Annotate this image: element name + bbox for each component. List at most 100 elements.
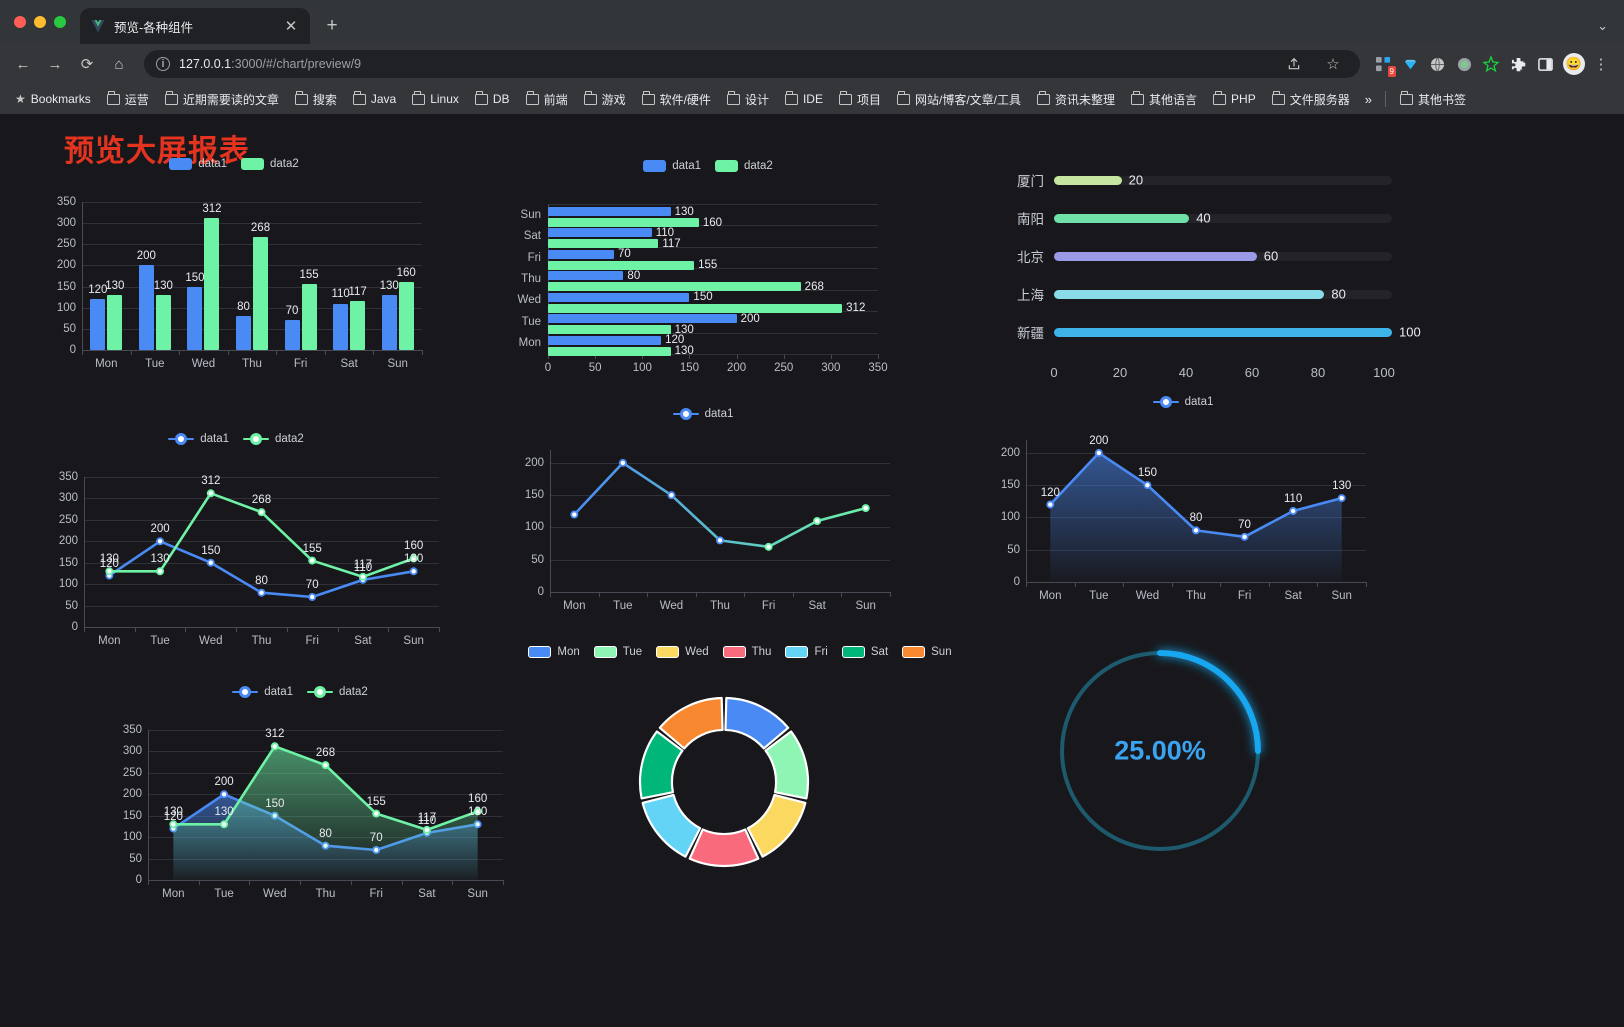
bar-data1-Sun[interactable] <box>548 207 671 216</box>
bookmark-folder-design[interactable]: 设计 <box>720 88 776 111</box>
legend-item-data2[interactable]: data2 <box>241 158 299 170</box>
data-point-data2-Fri[interactable] <box>372 809 381 818</box>
bar-data1-Mon[interactable] <box>90 299 106 350</box>
bar-data2-Fri[interactable] <box>301 284 317 350</box>
data-point-data1-Sat[interactable] <box>1289 507 1298 516</box>
legend-item-Mon[interactable]: Mon <box>528 646 580 658</box>
bar-data2-Tue[interactable] <box>548 325 671 335</box>
legend-item-Thu[interactable]: Thu <box>722 646 771 658</box>
browser-tab[interactable]: 预览-各种组件 ✕ <box>80 8 310 44</box>
close-window-button[interactable] <box>14 16 26 28</box>
bookmark-manager-entry[interactable]: ★ Bookmarks <box>8 89 98 109</box>
data-point-data1-Tue[interactable] <box>618 458 627 467</box>
progress-track[interactable]: 80 <box>1054 287 1392 302</box>
window-controls[interactable] <box>12 0 76 44</box>
chart-legend[interactable]: data1 <box>508 408 898 420</box>
progress-track[interactable]: 40 <box>1054 211 1392 226</box>
maximize-window-button[interactable] <box>54 16 66 28</box>
globe-icon[interactable] <box>1424 51 1450 77</box>
legend-item-Sun[interactable]: Sun <box>902 646 952 658</box>
bar-data2-Wed[interactable] <box>204 218 220 350</box>
legend-item-data2[interactable]: data2 <box>243 433 304 445</box>
reload-button[interactable]: ⟳ <box>80 56 94 73</box>
data-point-data1-Thu[interactable] <box>257 588 266 597</box>
bar-data2-Sun[interactable] <box>398 282 414 350</box>
legend-item-data1[interactable]: data1 <box>168 433 229 445</box>
bookmark-folder-file-server[interactable]: 文件服务器 <box>1265 88 1357 111</box>
minimize-window-button[interactable] <box>34 16 46 28</box>
legend-item-data1[interactable]: data1 <box>169 158 227 170</box>
home-button[interactable]: ⌂ <box>114 55 124 73</box>
chart-legend[interactable]: data1 data2 <box>100 686 500 698</box>
bar-data2-Tue[interactable] <box>155 295 171 350</box>
data-point-data1-Thu[interactable] <box>1191 526 1200 535</box>
puzzle-icon[interactable] <box>1505 51 1531 77</box>
forward-button[interactable]: → <box>47 55 63 73</box>
site-info-icon[interactable]: i <box>156 57 170 71</box>
bookmark-folder-search[interactable]: 搜索 <box>288 88 344 111</box>
data-point-data1-Mon[interactable] <box>570 510 579 519</box>
legend-item-data1[interactable]: data1 <box>1152 396 1213 408</box>
data-point-data1-Mon[interactable] <box>1046 500 1055 509</box>
chart-legend[interactable]: data1 <box>988 396 1378 408</box>
legend-item-data1[interactable]: data1 <box>643 160 701 172</box>
bar-data1-Mon[interactable] <box>548 335 662 345</box>
data-point-data2-Mon[interactable] <box>169 820 178 829</box>
bookmark-folder-recent-reads[interactable]: 近期需要读的文章 <box>158 88 286 111</box>
bookmark-folder-projects[interactable]: 项目 <box>832 88 888 111</box>
bar-data1-Sat[interactable] <box>548 228 652 238</box>
donut-slice-Thu[interactable] <box>688 828 760 868</box>
data-point-data1-Sun[interactable] <box>861 504 870 513</box>
legend-item-Wed[interactable]: Wed <box>656 646 709 658</box>
bar-data2-Sun[interactable] <box>548 218 699 227</box>
extensions-grid-icon[interactable]: 9 <box>1370 51 1396 77</box>
address-bar[interactable]: i 127.0.0.1:3000/#/chart/preview/9 ☆ <box>144 50 1360 78</box>
data-point-data2-Tue[interactable] <box>220 820 229 829</box>
back-button[interactable]: ← <box>15 55 31 73</box>
donut-slice-Fri[interactable] <box>641 793 702 858</box>
bookmark-folder-sites-blogs[interactable]: 网站/博客/文章/工具 <box>890 88 1028 111</box>
bar-data1-Tue[interactable] <box>138 265 154 350</box>
data-point-data2-Sat[interactable] <box>358 572 367 581</box>
bookmark-folder-db[interactable]: DB <box>468 89 517 109</box>
bar-data1-Tue[interactable] <box>548 314 737 324</box>
bar-data1-Thu[interactable] <box>236 316 251 350</box>
bar-data1-Fri[interactable] <box>284 320 300 350</box>
data-point-data1-Sun[interactable] <box>1337 494 1346 503</box>
bookmark-folder-ide[interactable]: IDE <box>778 89 830 109</box>
bar-data2-Fri[interactable] <box>548 260 695 270</box>
data-point-data2-Thu[interactable] <box>257 508 266 517</box>
data-point-data2-Sun[interactable] <box>409 554 418 563</box>
sidepanel-icon[interactable] <box>1532 51 1558 77</box>
chart-legend[interactable]: data1 data2 <box>24 158 444 170</box>
bar-data2-Sat[interactable] <box>350 300 366 350</box>
share-icon[interactable] <box>1279 49 1309 79</box>
data-point-data1-Fri[interactable] <box>1240 532 1249 541</box>
circle-icon[interactable] <box>1451 51 1477 77</box>
data-point-data2-Sat[interactable] <box>422 825 431 834</box>
data-point-data1-Wed[interactable] <box>1143 481 1152 490</box>
donut-slice-Wed[interactable] <box>746 793 807 858</box>
profile-avatar[interactable]: 😀 <box>1563 53 1585 75</box>
data-point-data1-Sun[interactable] <box>409 567 418 576</box>
donut-slice-Sat[interactable] <box>638 730 684 800</box>
bookmarks-overflow-button[interactable]: » <box>1364 91 1372 107</box>
bar-data2-Wed[interactable] <box>548 303 843 313</box>
bar-data2-Mon[interactable] <box>548 346 671 356</box>
donut-slice-Tue[interactable] <box>764 730 810 800</box>
browser-menu-button[interactable]: ⋮ <box>1593 56 1609 73</box>
legend-item-data2[interactable]: data2 <box>307 686 368 698</box>
bookmark-folder-php[interactable]: PHP <box>1206 89 1263 109</box>
data-point-data2-Tue[interactable] <box>156 567 165 576</box>
legend-item-Tue[interactable]: Tue <box>593 646 642 658</box>
bookmark-folder-linux[interactable]: Linux <box>405 89 466 109</box>
data-point-data2-Wed[interactable] <box>206 489 215 498</box>
bookmark-folder-news-unsorted[interactable]: 资讯未整理 <box>1030 88 1122 111</box>
bar-data1-Sat[interactable] <box>333 303 349 350</box>
bookmark-folder-java[interactable]: Java <box>346 89 403 109</box>
diamond-icon[interactable] <box>1397 51 1423 77</box>
bookmark-folder-other-languages[interactable]: 其他语言 <box>1124 88 1204 111</box>
legend-item-data1[interactable]: data1 <box>672 408 733 420</box>
data-point-data1-Sat[interactable] <box>813 517 822 526</box>
legend-item-Fri[interactable]: Fri <box>785 646 828 658</box>
